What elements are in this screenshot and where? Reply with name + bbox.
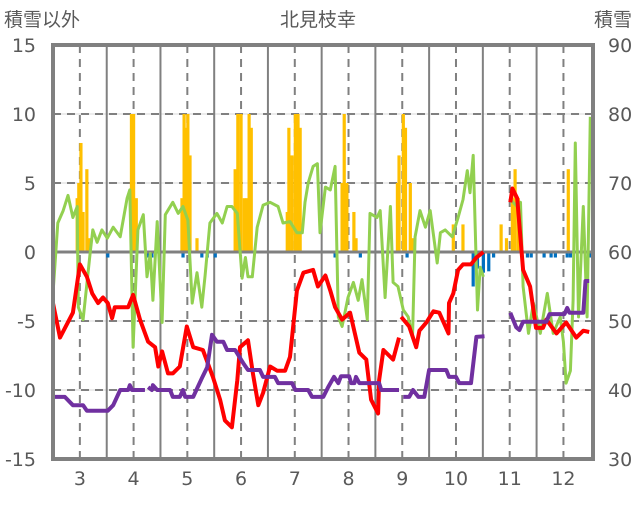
x-tick-label: 4 [128, 468, 140, 490]
red-series-line [51, 186, 590, 430]
orange-bars-bar [287, 127, 291, 252]
orange-bars-bar [236, 114, 240, 252]
orange-bars-bar [81, 211, 85, 252]
orange-bars-bar [499, 224, 503, 252]
y-right-tick-label: 70 [608, 173, 632, 195]
orange-bars-bar [410, 238, 415, 252]
orange-bars-bar [513, 169, 517, 252]
chart-title: 北見枝幸 [280, 9, 356, 31]
orange-bars-bar [79, 142, 83, 252]
orange-bars-bar [566, 169, 570, 252]
orange-bars-bar [397, 155, 401, 252]
orange-bars-bar [395, 183, 400, 252]
orange-bars-bar [249, 127, 253, 252]
orange-bars-bar [87, 238, 91, 252]
y-right-tick-label: 90 [608, 35, 632, 57]
orange-bars-bar [461, 224, 465, 252]
orange-bars-bar [401, 114, 405, 252]
blue-bars-bar [542, 252, 546, 258]
orange-bars-bar [182, 114, 186, 252]
orange-bars-bar [296, 114, 300, 252]
orange-bars-bar [186, 114, 190, 252]
blue-bars-bar [405, 252, 409, 258]
y-left-tick-label: 5 [24, 173, 36, 195]
frame [51, 43, 595, 461]
orange-bars-bar [242, 198, 246, 252]
orange-bars-bar [451, 224, 455, 252]
orange-bars-bar [85, 169, 89, 252]
purple-series-line [53, 279, 590, 413]
blue-bars-bar [481, 252, 485, 273]
orange-bars-bar [129, 114, 134, 252]
blue-bars-bar [333, 252, 337, 258]
blue-bars-bar [565, 252, 569, 258]
orange-bars-bar [184, 127, 188, 252]
x-tick-label: 3 [74, 468, 86, 490]
x-tick-label: 6 [235, 468, 247, 490]
blue-bars-bar [491, 252, 496, 258]
x-tick-label: 10 [444, 468, 468, 490]
plot-frame [51, 43, 595, 461]
orange-bars-bar [342, 114, 346, 252]
y-left-tick-label: 10 [12, 104, 36, 126]
x-tick-label: 7 [289, 468, 301, 490]
blue-bars-bar [487, 252, 491, 272]
y-left-tick-label: -15 [5, 449, 36, 471]
y-right-tick-label: 40 [608, 380, 632, 402]
orange-bars-bar [293, 114, 297, 252]
y-right-tick-label: 30 [608, 449, 632, 471]
orange-bars-bar [340, 183, 344, 252]
left-axis-title: 積雪以外 [4, 9, 80, 31]
blue-bars-bar [471, 252, 475, 287]
blue-bars-bar [358, 252, 362, 258]
orange-bars-bar [352, 211, 356, 252]
right-axis-title: 積雪 [594, 9, 632, 31]
blue-bars-bar [106, 252, 110, 258]
blue-bars-bar [568, 252, 573, 258]
orange-bars-bar [131, 114, 136, 252]
orange-bars-bar [195, 238, 199, 252]
y-left-tick-label: -5 [17, 311, 36, 333]
blue-bars-bar [146, 252, 150, 258]
orange-bars-bar [298, 127, 302, 252]
orange-bars-bar [247, 114, 251, 252]
orange-bars-bar [239, 114, 243, 252]
orange-bars-bar [134, 198, 138, 252]
y-right-tick-label: 50 [608, 311, 632, 333]
blue-bars-bar [549, 252, 553, 258]
blue-bars-bar [525, 252, 530, 258]
blue-bars-bar [213, 252, 217, 258]
blue-bars-bar [529, 252, 533, 258]
y-right-tick-label: 60 [608, 242, 632, 264]
green-series-line [51, 116, 592, 385]
orange-bars-bar [245, 198, 249, 252]
blue-bars-bar [588, 252, 592, 258]
x-tick-label: 11 [498, 468, 522, 490]
y-left-tick-label: 15 [12, 35, 36, 57]
blue-bars-bar [200, 252, 204, 258]
x-tick-label: 12 [551, 468, 575, 490]
orange-bars-bar [354, 238, 358, 252]
blue-bars-bar [181, 252, 185, 258]
lines [51, 116, 592, 430]
x-tick-label: 5 [181, 468, 193, 490]
orange-bars-bar [408, 183, 412, 252]
orange-bars-bar [345, 183, 349, 252]
orange-bars-bar [188, 155, 192, 252]
y-left-tick-label: 0 [24, 242, 36, 264]
orange-bars-bar [510, 198, 515, 252]
x-tick-label: 8 [342, 468, 354, 490]
orange-bars-bar [504, 238, 509, 252]
x-tick-label: 9 [396, 468, 408, 490]
orange-bars-bar [285, 211, 289, 252]
y-left-tick-label: -10 [5, 380, 36, 402]
orange-bars-bar [403, 127, 408, 252]
orange-bars-bar [180, 198, 184, 252]
y-right-tick-label: 80 [608, 104, 632, 126]
blue-bars-bar [553, 252, 557, 258]
orange-bars-bar [290, 155, 294, 252]
